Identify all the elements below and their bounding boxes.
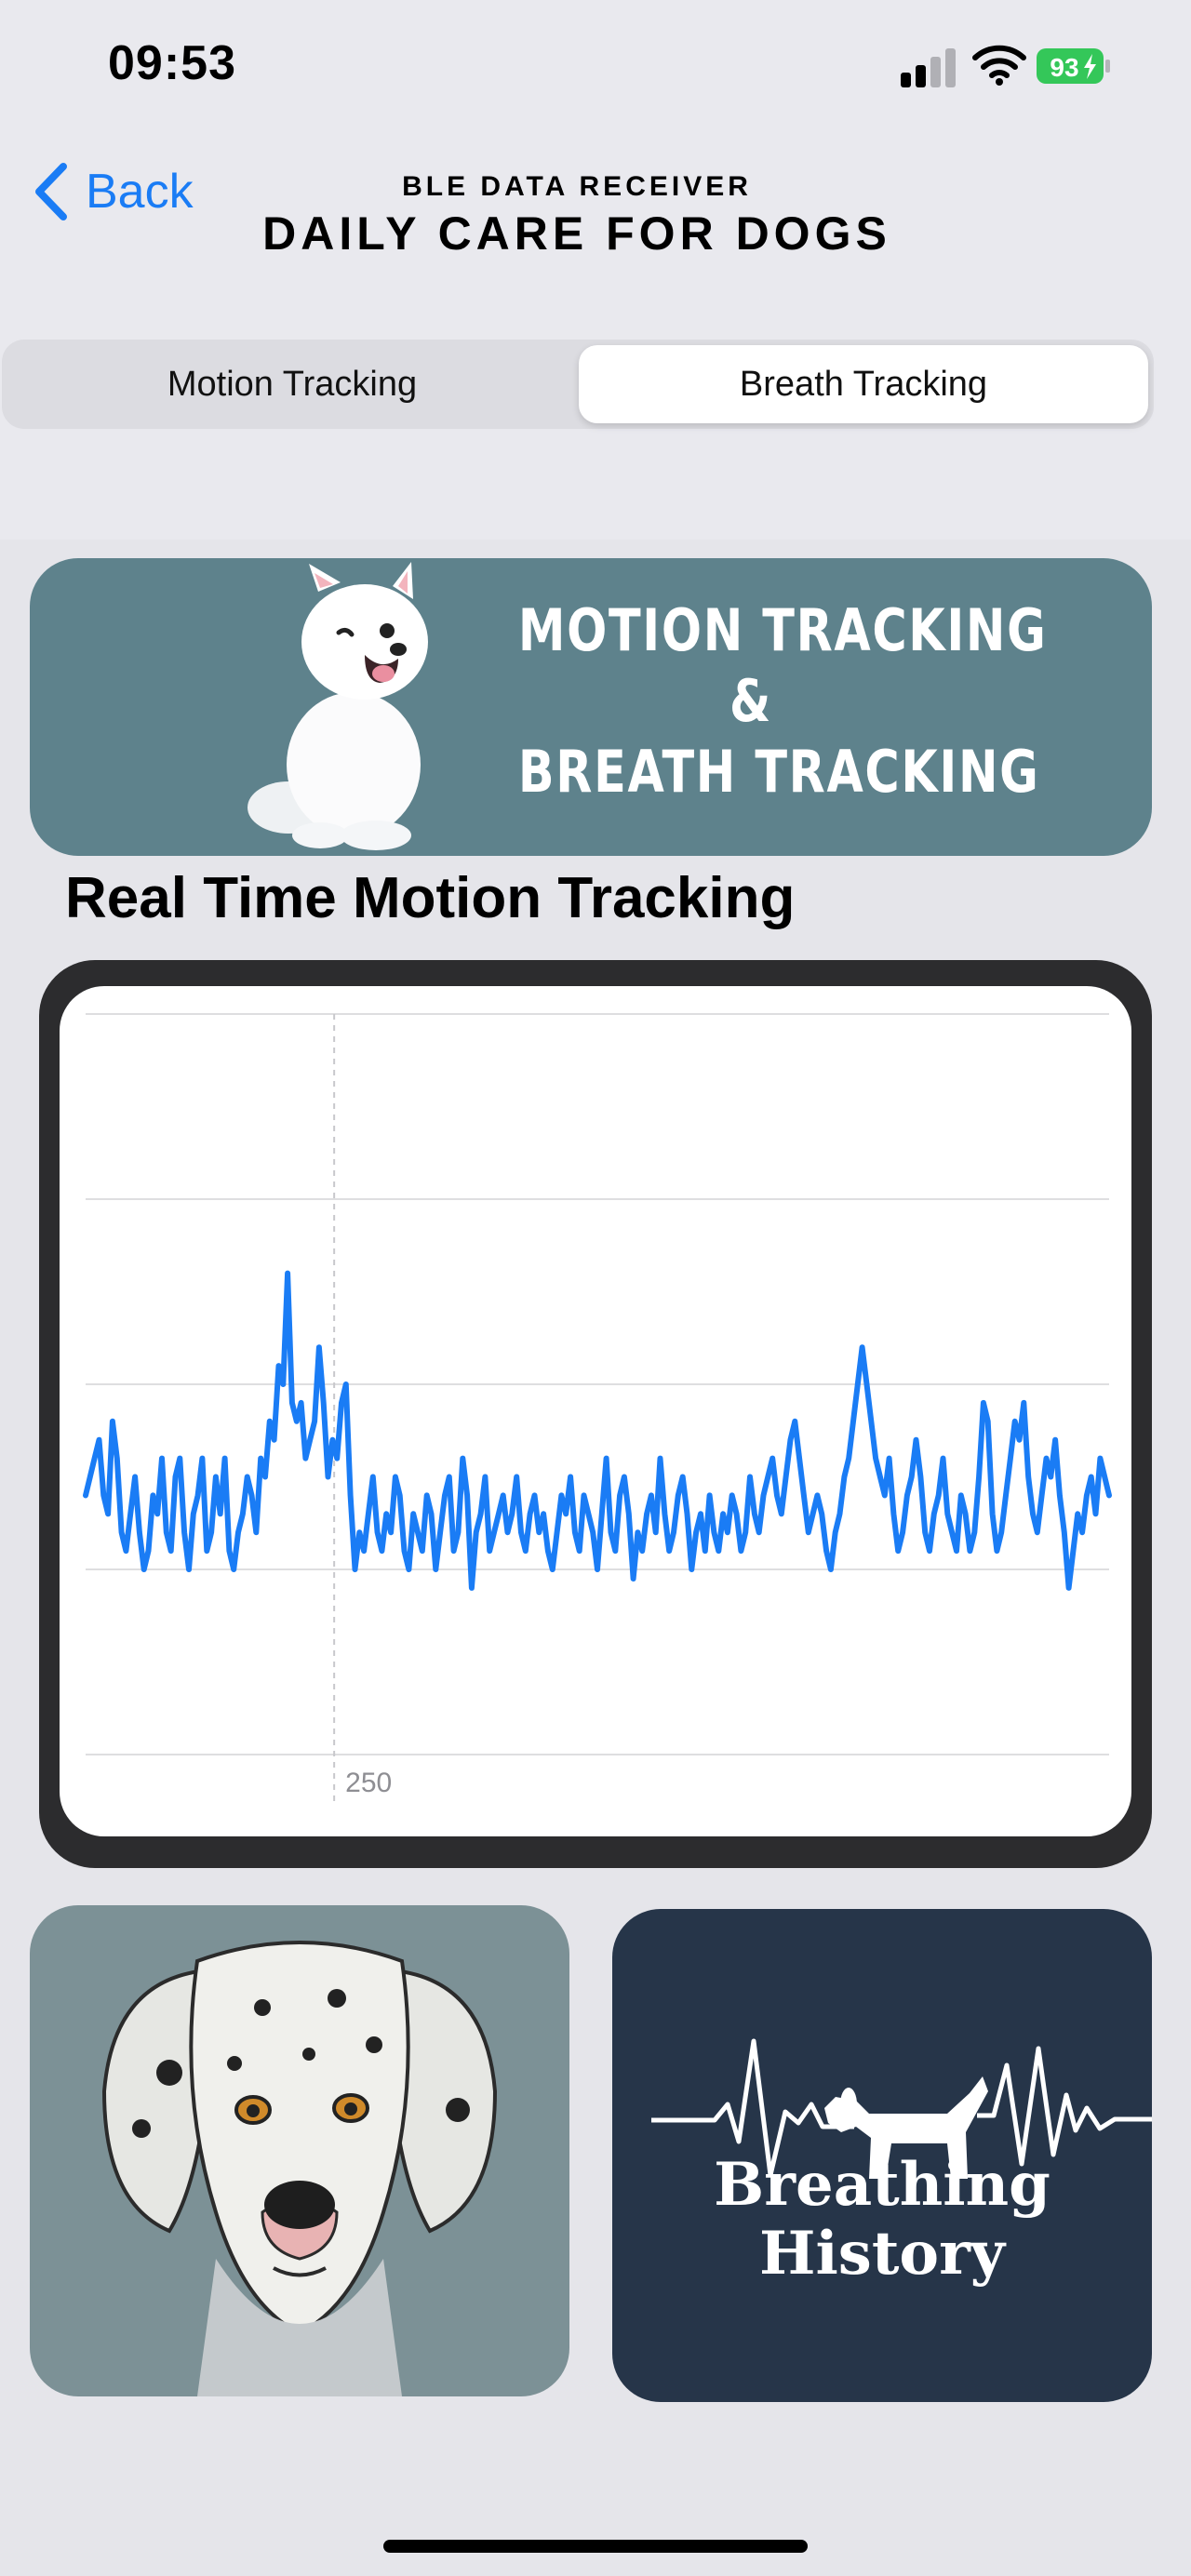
header-area <box>0 0 1191 540</box>
nav-subtitle: BLE DATA RECEIVER <box>402 171 752 202</box>
nav-title: DAILY CARE FOR DOGS <box>262 207 891 260</box>
back-button[interactable]: Back <box>33 158 194 225</box>
chevron-left-icon <box>35 163 67 220</box>
battery-icon: 93 <box>1037 48 1110 84</box>
back-label: Back <box>86 165 194 219</box>
tab-breath-tracking[interactable]: Breath Tracking <box>579 345 1148 423</box>
tracking-segmented-control: Motion Tracking Breath Tracking <box>2 340 1154 429</box>
breathing-history-button[interactable]: Breathing History <box>612 1909 1152 2402</box>
section-title: Real Time Motion Tracking <box>65 866 796 930</box>
great-dane-illustration <box>101 1941 498 2396</box>
wifi-icon <box>972 45 1026 86</box>
status-time: 09:53 <box>108 36 236 90</box>
motion-line-chart: 250 <box>83 1013 1112 1801</box>
motion-chart-card: 250 <box>39 960 1152 1868</box>
banner-line-breath: BREATH TRACKING <box>517 738 1040 806</box>
battery-level: 93 <box>1050 53 1078 82</box>
tracking-banner: MOTION TRACKING & BREATH TRACKING <box>30 558 1152 856</box>
dog-portrait-tile[interactable] <box>30 1905 569 2396</box>
home-indicator <box>383 2540 808 2553</box>
motion-series-line <box>83 1270 1112 1591</box>
breathing-history-label: Breathing History <box>714 2150 1050 2289</box>
banner-text: MOTION TRACKING & BREATH TRACKING <box>517 595 1048 808</box>
samoyed-dog-illustration <box>248 562 428 850</box>
x-tick-label: 250 <box>345 1768 392 1798</box>
banner-line-motion: MOTION TRACKING <box>517 596 1048 664</box>
motion-chart-area: 250 <box>60 986 1131 1836</box>
tab-motion-tracking[interactable]: Motion Tracking <box>167 364 418 404</box>
cellular-signal-icon <box>899 48 958 87</box>
heartbeat-dog-icon <box>651 2038 1152 2179</box>
banner-line-ampersand: & <box>729 667 772 735</box>
